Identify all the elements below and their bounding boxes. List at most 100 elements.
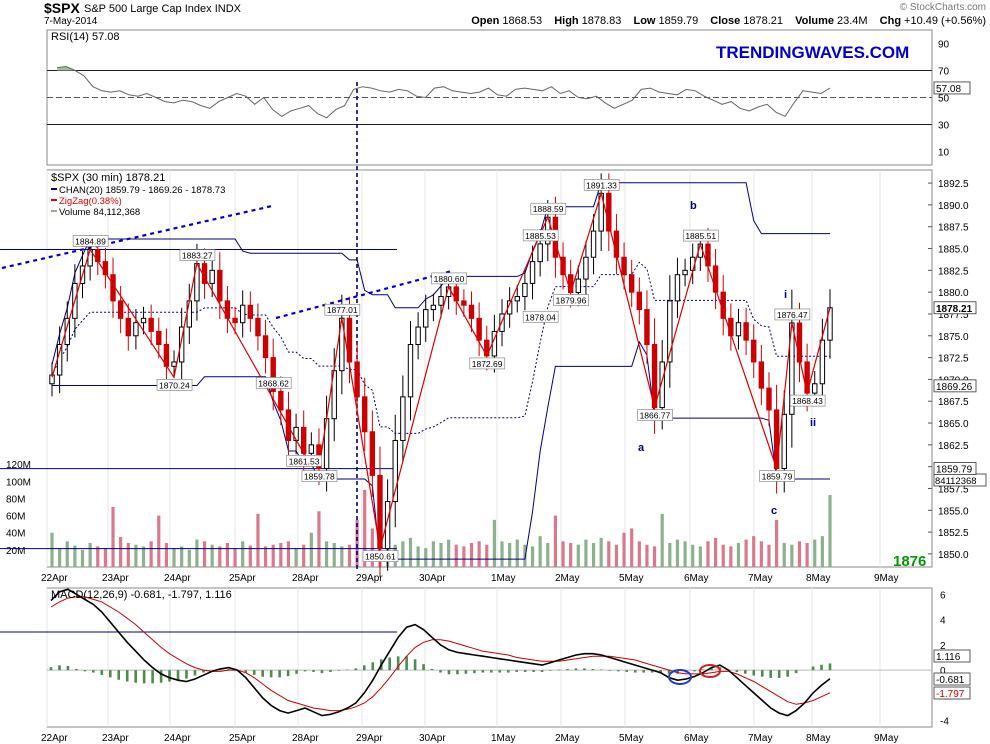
pivot-label-box [286,455,323,467]
volume-bar [332,543,336,567]
candle-body [735,322,742,337]
legend-entry: CHAN(20) 1859.79 - 1869.26 - 1878.73 [59,185,225,196]
candle-body [270,357,276,392]
price-x-label: 6May [684,573,708,584]
price-tick-label: 1852.5 [938,528,969,539]
volume-bar [164,543,169,567]
candle-body [133,322,139,337]
volume-bar [584,539,588,567]
volume-bar [645,544,649,567]
candle-body [583,256,589,280]
macd-histogram-bar [108,670,112,678]
volume-bar [180,546,184,567]
price-tick-label: 1882.5 [938,266,969,277]
macd-histogram-bar [185,670,188,679]
pivot-label: 1885.51 [685,231,716,241]
volume-bar [576,544,580,567]
macd-histogram-bar [811,666,815,671]
wave-label-b: b [690,200,697,212]
volume-bar [370,528,374,567]
exchange: INDX [214,3,241,15]
volume-bar [355,519,359,567]
volume-bar [713,537,718,567]
macd-histogram-bar [252,670,256,675]
volume-bar [241,541,245,567]
macd-histogram-bar [820,664,823,671]
pivot-label-box [774,308,811,321]
macd-value-box [933,672,971,686]
macd-histogram-bar [701,669,705,671]
macd-x-label: 2May [555,733,579,744]
pivot-label-box [469,357,506,370]
macd-x-label: 7May [748,733,772,744]
pivot-label: 1884.89 [75,236,106,246]
candle-body [773,409,780,469]
candle-body [682,269,688,276]
macd-histogram-bar [134,670,137,683]
pivot-label-box [179,249,216,261]
rsi-tick-label: 50 [938,94,950,105]
volume-bar [805,543,809,567]
volume-bar [477,541,481,567]
volume-axis-label: 60M [6,512,25,523]
macd-histogram-bar [676,670,679,674]
pivot-label: 1879.96 [556,296,587,306]
candle-body [415,326,421,346]
macd-histogram-bar [591,668,595,671]
price-x-label: 22Apr [41,573,68,584]
macd-histogram-bar [295,670,298,674]
volume-bar [248,545,252,567]
macd-histogram-bar [75,668,78,671]
macd-tick-label: 4 [940,616,946,627]
macd-histogram-bar [354,668,358,671]
candle-body [575,278,581,294]
volume-bar [561,541,565,567]
macd-histogram-bar [371,662,375,671]
macd-histogram-bar [159,670,163,683]
candle-body [186,300,192,328]
candle-body [49,374,55,385]
macd-histogram-bar [600,669,603,671]
volume-bar [271,544,275,567]
volume-bar [485,544,489,567]
price-tick-label: 1850.0 [938,550,969,561]
volume-bar [88,543,92,567]
macd-histogram-bar [202,670,205,673]
macd-x-label: 9May [874,733,898,744]
volume-bar [538,536,542,567]
macd-tick-label: 2 [940,641,946,652]
chart-header: $SPX S&P 500 Large Cap Index INDX 7-May-… [0,0,990,28]
macd-histogram-bar [650,670,654,673]
candle-body [430,304,437,311]
watermark: TRENDINGWAVES.COM [716,43,909,62]
index-name: S&P 500 Large Cap Index INDX [84,3,241,15]
candle-body [392,439,398,503]
macd-histogram-bar [430,668,434,671]
macd-histogram-bar [490,670,493,673]
volume-bar [698,546,702,567]
price-tick-label: 1872.5 [938,354,969,365]
macd-value-box [933,649,971,663]
volume-bar [530,546,535,567]
pivot-label: 1876.47 [777,310,808,320]
candle-body [178,326,185,363]
pivot-label: 1861.53 [289,456,320,466]
volume-bar [813,539,817,567]
volume-bar [233,548,237,567]
volume-bar [729,546,733,567]
pivot-label: 1868.62 [258,378,289,388]
macd-histogram-bar [566,668,569,671]
channel-low-box [933,462,977,475]
pivot-label: 1866.77 [640,411,671,421]
candle-body [461,300,467,306]
rsi-last-box [933,81,971,95]
price-tick-label: 1857.5 [938,484,969,495]
candle-body [819,339,826,385]
macd-histogram-bar [439,670,442,673]
candle-body [247,304,254,319]
macd-tick-label: 6 [940,590,946,601]
macd-value-box [933,686,971,700]
trendline-upper [1,204,273,270]
pivot-label: 1872.69 [472,359,503,369]
